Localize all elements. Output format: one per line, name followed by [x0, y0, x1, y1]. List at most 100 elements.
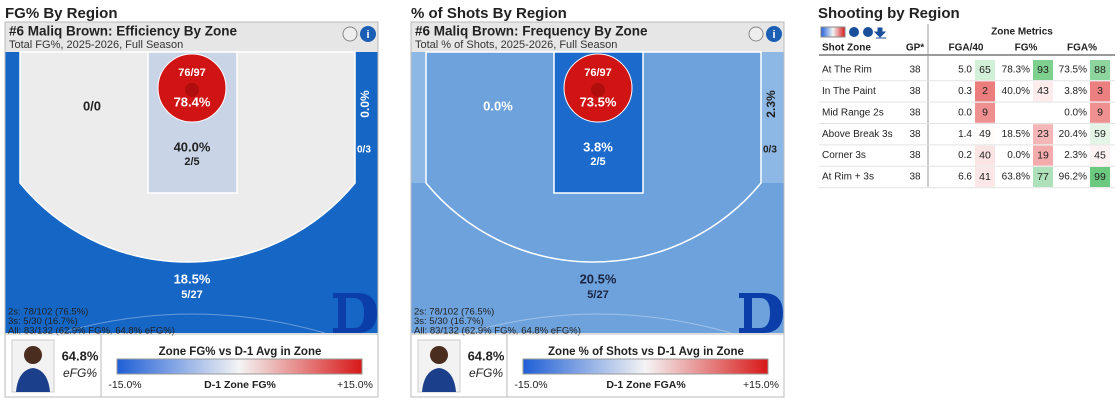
tool-icon: [863, 27, 873, 37]
paint-value: 3.8%: [583, 139, 613, 154]
legend-title: Zone % of Shots vs D-1 Avg in Zone: [548, 346, 744, 358]
percentile-value: 9: [1097, 107, 1103, 119]
legend-gradient: [522, 358, 769, 375]
stat-line: 3s: 5/30 (16.7%): [8, 316, 78, 327]
corner-value: 0.0%: [358, 90, 372, 118]
rim-value: 73.5%: [580, 94, 617, 109]
games-played: 38: [909, 107, 921, 118]
percentile-cell: [975, 167, 995, 187]
percentile-cell: [1090, 167, 1110, 187]
percentile-value: 77: [1037, 171, 1049, 183]
metric-value: 1.4: [958, 129, 972, 140]
percentile-value: 59: [1094, 128, 1106, 140]
efg-label: eFG%: [63, 366, 97, 380]
above-break-count: 5/27: [587, 289, 608, 301]
efg-value: 64.8%: [468, 348, 505, 363]
zone-name: Corner 3s: [822, 150, 866, 161]
percentile-cell: [1090, 81, 1110, 102]
percentile-value: 9: [982, 107, 988, 119]
metric-value: 2.3%: [1064, 150, 1087, 161]
percentile-cell: [1090, 124, 1110, 145]
percentile-value: 3: [1097, 85, 1103, 97]
download-icon: [873, 27, 887, 39]
paint-count: 2/5: [590, 156, 605, 168]
percentile-value: 99: [1094, 171, 1106, 183]
metric-value: 5.0: [958, 65, 972, 76]
column-header: FG%: [1015, 43, 1038, 54]
team-logo: [739, 293, 783, 333]
games-played: 38: [909, 65, 921, 76]
card-header: [5, 22, 378, 53]
info-button: [766, 26, 782, 42]
stat-line: All: 83/132 (62.9% FG%, 64.8% eFG%): [414, 326, 581, 337]
metric-value: 0.0%: [1007, 150, 1030, 161]
percentile-value: 93: [1037, 64, 1049, 76]
metric-value: 78.3%: [1002, 65, 1030, 76]
zone-name: At The Rim: [822, 65, 872, 76]
column-header: Shot Zone: [822, 43, 871, 54]
metric-value: 18.5%: [1002, 129, 1030, 140]
percentile-cell: [975, 60, 995, 80]
rim-count: 76/97: [584, 67, 612, 79]
games-played: 38: [909, 172, 921, 183]
rim-value: 78.4%: [174, 94, 211, 109]
percentile-value: 40: [979, 149, 991, 161]
metric-value: 73.5%: [1059, 65, 1087, 76]
percentile-value: 19: [1037, 149, 1049, 161]
percentile-value: 41: [979, 171, 991, 183]
column-header: FGA%: [1067, 43, 1097, 54]
percentile-cell: [975, 81, 995, 102]
card-subtitle: Total % of Shots, 2025-2026, Full Season: [415, 39, 617, 51]
player-body: [16, 368, 50, 392]
zone-left-corner: [5, 52, 20, 183]
panel-heading: FG% By Region: [5, 5, 118, 22]
paint-value: 40.0%: [174, 139, 211, 154]
court-panel: FG% By Region #6 Maliq Brown: Efficiency …: [4, 5, 379, 398]
rim-dot: [185, 83, 199, 97]
toggle-button: [342, 26, 358, 42]
zone-name: Mid Range 2s: [822, 107, 884, 118]
games-played: 38: [909, 129, 921, 140]
legend-gradient: [116, 358, 363, 375]
metric-value: 0.3: [958, 86, 972, 97]
table-heading: Shooting by Region: [818, 5, 960, 22]
zone-left-corner: [411, 52, 426, 183]
color-toggle: [820, 26, 846, 38]
stat-line: All: 83/132 (62.9% FG%, 64.8% eFG%): [8, 326, 175, 337]
percentile-cell: [1033, 60, 1053, 80]
half-court-arc: [59, 313, 326, 334]
percentile-cell: [975, 102, 995, 123]
team-logo: [333, 293, 377, 333]
stat-line: 3s: 5/30 (16.7%): [414, 316, 484, 327]
half-court-arc: [465, 313, 732, 334]
card-header: [411, 22, 784, 53]
efg-label: eFG%: [469, 366, 503, 380]
legend-min: -15.0%: [108, 379, 141, 391]
metric-value: 0.2: [958, 150, 972, 161]
legend-axis: D-1 Zone FG%: [204, 379, 276, 391]
legend-max: +15.0%: [337, 379, 373, 391]
metric-value: 0.0%: [1064, 107, 1087, 118]
percentile-value: 23: [1037, 128, 1049, 140]
percentile-cell: [1090, 102, 1110, 123]
card-subtitle: Total FG%, 2025-2026, Full Season: [9, 39, 183, 51]
percentile-value: 43: [1037, 85, 1049, 97]
legend-axis: D-1 Zone FGA%: [606, 379, 686, 391]
metric-value: 63.8%: [1002, 172, 1030, 183]
metric-value: 6.6: [958, 172, 972, 183]
zone-name: In The Paint: [822, 86, 876, 97]
info-icon: i: [366, 29, 369, 41]
metric-value: 40.0%: [1002, 86, 1030, 97]
court-panel: % of Shots By Region #6 Maliq Brown: Freq…: [410, 5, 785, 398]
player-body: [422, 368, 456, 392]
legend-max: +15.0%: [743, 379, 779, 391]
mid-range-value: 0/0: [83, 98, 101, 113]
zone-right-corner: [761, 52, 784, 183]
percentile-cell: [1090, 60, 1110, 80]
percentile-value: 49: [979, 128, 991, 140]
corner-value: 2.3%: [764, 90, 778, 118]
percentile-cell: [1090, 145, 1110, 166]
metric-value: 3.8%: [1064, 86, 1087, 97]
